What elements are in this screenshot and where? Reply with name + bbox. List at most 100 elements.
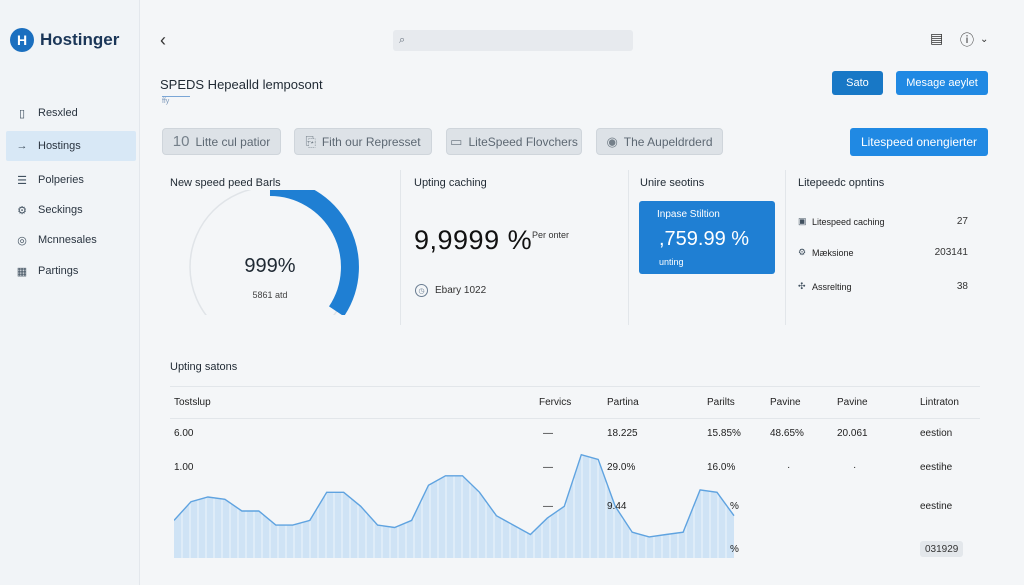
sidebar-item-label: Polperies [38,174,84,186]
divider [628,170,629,325]
brand[interactable]: H Hostinger [10,28,119,52]
table-cell: 1.00 [174,462,194,473]
sidebar-item-2[interactable]: ☰ Polperies [6,165,136,195]
chip-2[interactable]: ▭ LiteSpeed Flovchers [446,128,582,155]
unire-value: ,759.99 % [659,228,750,250]
message-button[interactable]: Mesage aeylet [896,71,988,95]
page-subtitle: ffy [162,96,190,105]
option-value: 38 [956,281,968,292]
table-section-title: Upting satons [170,361,238,373]
sidebar-item-label: Seckings [38,204,83,216]
chip-label: Litte cul patior [195,134,271,149]
cache-icon: ▣ [798,216,807,226]
page-title: SPEDS Hepealld lemposont [160,77,323,92]
list-icon: ▯ [18,107,26,120]
caching-per-label: Per onter [532,230,570,240]
divider [170,386,980,387]
chip-label: Fith our Represset [321,134,421,149]
caching-footer: ◷ Ebary 1022 [415,284,486,297]
area-chart [174,453,735,558]
sidebar-item-1[interactable]: → Hostings [6,131,136,161]
column-header[interactable]: Pavine [837,397,868,408]
option-row[interactable]: ⚙ Mæksione 203141 [798,247,968,258]
table-cell: · [787,462,791,473]
sidebar-item-0[interactable]: ▯ Resxled [6,98,136,128]
column-header[interactable]: Pavine [770,397,801,408]
table-cell: eestine [920,501,953,512]
circle-icon: ◎ [17,234,27,247]
table-cell: % [730,544,739,555]
menu-icon: ☰ [17,174,27,187]
chip-1[interactable]: ⎘ Fith our Represset [294,128,432,155]
column-header[interactable]: Fervics [539,397,572,408]
gear-icon: ⚙ [17,204,27,217]
table-cell: · [853,462,857,473]
table-cell: — [543,462,553,473]
table-cell: 9.44 [607,501,627,512]
speed-value: 999% [244,255,296,277]
sidebar-item-label: Hostings [38,140,81,152]
chip-number-icon: 10 [172,133,190,150]
chart-line [174,453,735,538]
unire-card-title: Unire seotins [640,177,705,189]
speed-gauge [189,190,359,315]
sidebar-item-4[interactable]: ◎ Mcnnesales [6,225,136,255]
option-label: Assrelting [812,281,852,292]
chevron-down-icon[interactable]: ⌄ [980,34,989,45]
table-cell: — [543,428,553,439]
divider [785,170,786,325]
unire-sub: unting [659,257,684,267]
chip-0[interactable]: 10 Litte cul patior [162,128,281,155]
litepeedc-card-title: Litepeedc opntins [798,177,885,189]
link-icon: ⎘ [305,133,316,149]
option-row[interactable]: ✣ Assrelting 38 [798,281,968,292]
gauge-fill [269,190,359,315]
unire-highlight-card[interactable]: Inpase Stiltion ,759.99 % unting [639,201,775,274]
table-cell: 16.0% [707,462,736,473]
table-cell: eestion [920,428,953,439]
sidebar-item-5[interactable]: ▦ Partings [6,256,136,286]
column-header[interactable]: Parilts [707,397,735,408]
search-icon: ⌕ [399,34,406,46]
search-bar[interactable]: ⌕ [393,30,633,51]
table-cell: — [543,501,553,512]
sidebar-item-label: Mcnnesales [38,234,97,246]
divider [170,418,980,419]
option-row[interactable]: ▣ Litespeed caching 27 [798,216,968,227]
chip-3[interactable]: ◉ The Aupeldrderd [596,128,723,155]
option-label: Litespeed caching [812,216,885,227]
chip-label: LiteSpeed Flovchers [468,134,578,149]
status-badge: 031929 [920,541,964,557]
table-cell: 6.00 [174,428,194,439]
column-header[interactable]: Lintraton [920,397,959,408]
brand-name: Hostinger [40,30,120,49]
table-cell: 29.0% [607,462,636,473]
gear-icon: ⚙ [798,247,807,257]
table-cell: % [730,501,739,512]
caching-footer-text: Ebary 1022 [435,285,487,296]
chart-icon: ▦ [16,265,28,278]
sidebar-item-label: Partings [38,265,79,277]
litespeed-button[interactable]: Litespeed onengierter [850,128,988,156]
table-cell: 15.85% [707,428,741,439]
plus-move-icon: ✣ [798,281,806,291]
divider [400,170,401,325]
save-button[interactable]: Sato [832,71,883,95]
back-arrow-icon[interactable]: ‹ [160,30,166,50]
search-input[interactable] [411,34,612,47]
user-icon: ◉ [606,133,618,149]
option-value: 203141 [934,247,968,258]
clock-icon: ◷ [415,284,428,297]
column-header[interactable]: Partina [607,397,639,408]
chip-label: The Aupeldrderd [623,134,713,149]
speed-sub: 5861 atd [252,290,288,300]
sidebar-item-3[interactable]: ⚙ Seckings [6,195,136,225]
sidebar-item-label: Resxled [38,107,78,119]
alert-icon[interactable]: ⓘ [960,32,974,48]
hostinger-logo-icon: H [10,28,34,52]
option-label: Mæksione [812,247,854,258]
document-icon[interactable]: ▤ [930,30,944,46]
column-header[interactable]: Tostslup [174,397,211,408]
unire-label: Inpase Stiltion [657,209,720,220]
caching-value: 9,9999 % [414,225,533,255]
